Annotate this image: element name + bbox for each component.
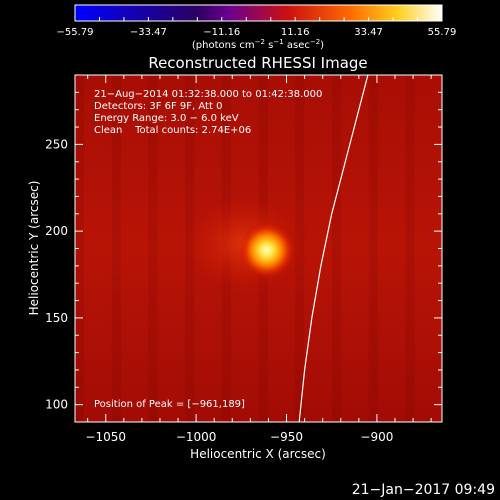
image-area bbox=[75, 75, 442, 422]
annotation-energy-range: Energy Range: 3.0 − 6.0 keV bbox=[94, 113, 239, 124]
x-tick-label: −1050 bbox=[85, 430, 126, 444]
colorbar-tick-label: −55.79 bbox=[56, 27, 93, 38]
annotation-time-range: 21−Aug−2014 01:32:38.000 to 01:42:38.000 bbox=[94, 89, 322, 100]
colorbar-tick-label: −11.16 bbox=[203, 27, 240, 38]
image-annotations: 21−Aug−2014 01:32:38.000 to 01:42:38.000… bbox=[94, 89, 322, 136]
peak-position-label: Position of Peak = [−961,189] bbox=[94, 399, 245, 410]
colorbar-tick-labels: −55.79 −33.47 −11.16 11.16 33.47 55.79 bbox=[56, 27, 456, 38]
image-stripe bbox=[148, 75, 158, 422]
y-tick-label: 200 bbox=[45, 224, 68, 238]
annotation-detectors: Detectors: 3F 6F 9F, Att 0 bbox=[94, 101, 222, 112]
image-stripe bbox=[331, 75, 342, 422]
footer-timestamp: 21−Jan−2017 09:49 bbox=[352, 482, 495, 498]
image-stripe bbox=[368, 75, 378, 422]
emission-peak bbox=[238, 222, 295, 279]
image-stripe bbox=[405, 75, 415, 422]
x-axis-ticks bbox=[87, 75, 432, 422]
image-stripe bbox=[75, 75, 85, 422]
colorbar-units: (photons cm−2 s−1 asec−2) bbox=[192, 38, 324, 51]
colorbar-tick-label: 55.79 bbox=[428, 27, 457, 38]
chart-title: Reconstructed RHESSI Image bbox=[148, 54, 367, 72]
colorbar-tick-label: 33.47 bbox=[354, 27, 383, 38]
colorbar bbox=[74, 4, 443, 22]
x-tick-label: −900 bbox=[360, 430, 393, 444]
annotation-clean-counts: Clean Total counts: 2.74E+06 bbox=[94, 125, 251, 136]
colorbar-tick-label: 11.16 bbox=[281, 27, 310, 38]
y-tick-label: 100 bbox=[45, 398, 68, 412]
y-tick-label: 150 bbox=[45, 311, 68, 325]
x-axis-tick-labels: −1050 −1000 −950 −900 bbox=[85, 430, 393, 444]
y-axis-tick-labels: 100 150 200 250 bbox=[45, 137, 68, 411]
solar-limb-line bbox=[298, 75, 369, 422]
colorbar-ticks bbox=[98, 17, 419, 21]
x-axis-label: Heliocentric X (arcsec) bbox=[190, 447, 326, 461]
x-tick-label: −1000 bbox=[176, 430, 217, 444]
y-axis-ticks bbox=[75, 74, 442, 423]
colorbar-tick-label: −33.47 bbox=[130, 27, 167, 38]
image-stripe bbox=[111, 75, 121, 422]
x-tick-label: −950 bbox=[270, 430, 303, 444]
y-axis-label: Heliocentric Y (arcsec) bbox=[27, 181, 41, 316]
y-tick-label: 250 bbox=[45, 137, 68, 151]
